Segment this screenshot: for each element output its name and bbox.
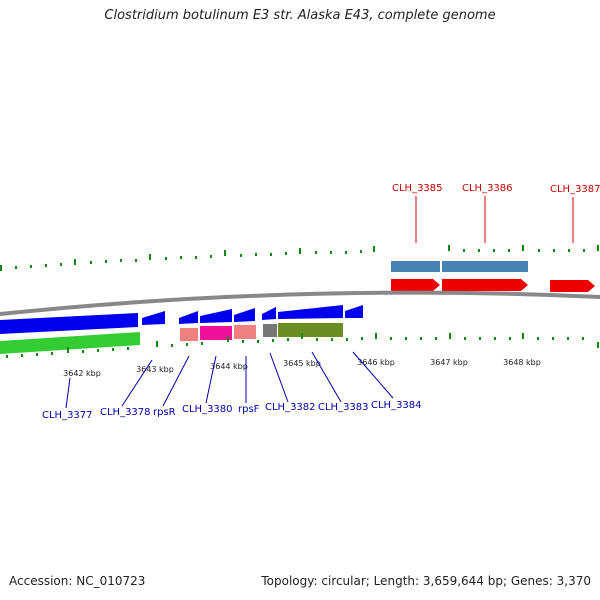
tick-label-3643: 3643 kbp (136, 365, 174, 374)
tick-label-3645: 3645 kbp (283, 359, 321, 368)
cds-arrow-forward-3[interactable] (550, 280, 595, 292)
reverse-features (0, 305, 363, 354)
gene-label-clh3378[interactable]: CLH_3378 (100, 407, 151, 418)
gene-label-clh3387[interactable]: CLH_3387 (550, 184, 600, 195)
tick-label-3642: 3642 kbp (63, 369, 101, 378)
gene-bar-olive[interactable] (278, 323, 343, 337)
forward-leaders (415, 196, 574, 243)
gene-bar-green[interactable] (0, 332, 140, 354)
gene-bar-salmon-2[interactable] (234, 325, 256, 339)
tick-label-3646: 3646 kbp (357, 358, 395, 367)
cds-arrow-reverse-clh3380[interactable] (200, 309, 232, 323)
gene-bar-steelblue-1[interactable] (391, 261, 440, 272)
gene-label-clh3380[interactable]: CLH_3380 (182, 404, 233, 415)
upper-tick-row (0, 245, 599, 271)
tick-label-3644: 3644 kbp (210, 362, 248, 371)
cds-arrow-reverse-clh3384[interactable] (345, 305, 363, 318)
cds-arrow-reverse-rpsf[interactable] (234, 308, 255, 322)
cds-arrow-reverse-clh3382[interactable] (262, 307, 276, 320)
gene-label-clh3382[interactable]: CLH_3382 (265, 402, 316, 413)
cds-arrow-reverse-clh3378[interactable] (142, 311, 165, 325)
cds-arrow-forward-1[interactable] (391, 279, 440, 291)
gene-bar-magenta[interactable] (200, 326, 232, 340)
lower-tick-row (6, 333, 599, 358)
gene-bar-steelblue-2[interactable] (442, 261, 528, 272)
genome-backbone (0, 290, 600, 316)
gene-label-clh3383[interactable]: CLH_3383 (318, 402, 369, 413)
gene-label-clh3384[interactable]: CLH_3384 (371, 400, 422, 411)
gene-label-rpsf[interactable]: rpsF (238, 404, 260, 415)
accession-text: Accession: NC_010723 (9, 574, 146, 588)
forward-features (391, 261, 595, 292)
cds-arrow-reverse-clh3383[interactable] (278, 305, 343, 319)
gene-label-clh3377[interactable]: CLH_3377 (42, 410, 93, 421)
cds-arrow-reverse-rpsr[interactable] (179, 311, 198, 324)
reverse-leaders (65, 351, 394, 409)
cds-arrow-reverse-clh3377[interactable] (0, 313, 138, 334)
gene-bar-gray[interactable] (263, 324, 277, 337)
map-title: Clostridium botulinum E3 str. Alaska E43… (104, 8, 496, 23)
genome-summary-text: Topology: circular; Length: 3,659,644 bp… (261, 574, 591, 588)
gene-label-rpsr[interactable]: rpsR (153, 407, 176, 418)
gene-label-clh3385[interactable]: CLH_3385 (392, 183, 443, 194)
tick-label-3647: 3647 kbp (430, 358, 468, 367)
cds-arrow-forward-2[interactable] (442, 279, 528, 291)
gene-bar-salmon-1[interactable] (180, 328, 198, 341)
tick-labels: 3642 kbp 3643 kbp 3644 kbp 3645 kbp 3646… (63, 358, 541, 378)
gene-label-clh3386[interactable]: CLH_3386 (462, 183, 513, 194)
tick-label-3648: 3648 kbp (503, 358, 541, 367)
